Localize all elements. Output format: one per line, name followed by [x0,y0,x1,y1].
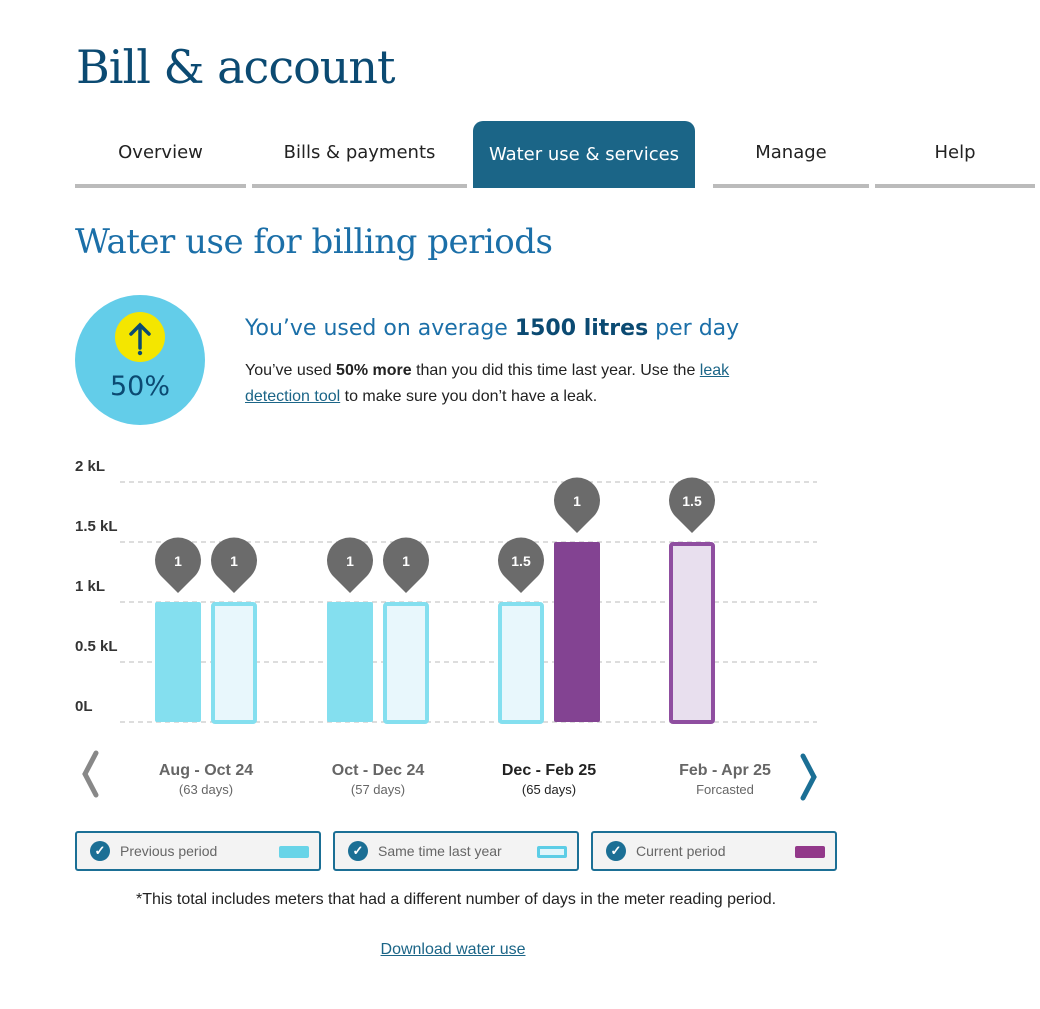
desc-bold: 50% more [336,362,412,379]
x-tick-label: Aug - Oct 24 [159,762,253,779]
bar-current-period [669,542,715,724]
check-icon: ✓ [90,841,110,861]
legend-swatch [279,846,309,858]
data-label: 1.5 [682,493,702,509]
legend-label: Current period [636,843,726,859]
legend-swatch [537,846,567,858]
check-icon: ✓ [606,841,626,861]
legend-same-time-last-year[interactable]: ✓ Same time last year [333,831,579,871]
tab-help[interactable]: Help [875,121,1035,188]
x-tick-label: Dec - Feb 25 [502,762,596,779]
legend-current-period[interactable]: ✓ Current period [591,831,837,871]
legend-label: Same time last year [378,843,502,859]
value-marker [669,477,715,533]
data-label: 1 [346,553,354,569]
x-tick-sublabel: (63 days) [179,782,233,797]
value-marker [211,537,258,593]
footnote: *This total includes meters that had a d… [135,891,777,908]
legend-label: Previous period [120,843,218,859]
tab-bills-payments[interactable]: Bills & payments [252,121,467,188]
y-tick-label: 1.5 kL [75,518,118,535]
bar-current-period [554,542,600,722]
leak-detection-link[interactable]: leak detection tool [245,362,730,405]
page-title: Bill & account [76,40,396,94]
tab-manage[interactable]: Manage [713,121,869,188]
data-label: 1 [402,553,410,569]
y-tick-label: 0.5 kL [75,638,118,655]
data-label: 1.5 [511,553,531,569]
value-marker [327,537,374,593]
chevron-left-icon[interactable] [82,750,99,798]
legend-swatch [795,846,825,858]
x-tick-sublabel: (57 days) [351,782,405,797]
data-label: 1 [230,553,238,569]
water-use-chart: 0L 0.5 kL 1 kL 1.5 kL 2 kL 1 1 Aug - Oct 24 (63 … [75,458,817,801]
download-water-use-link[interactable]: Download water use [380,941,526,958]
desc-text: than you did this time last year. Use th… [411,362,700,379]
arrow-up-icon [115,312,165,362]
x-tick-sublabel: (65 days) [522,782,576,797]
average-usage: You’ve used on average 1500 litres per d… [245,316,739,341]
data-label: 1 [174,553,182,569]
tab-water-use[interactable]: Water use & services [473,121,695,188]
value-marker [155,537,201,593]
data-label: 1 [573,493,581,509]
bar-same-time-last-year [498,602,544,724]
tab-overview[interactable]: Overview [75,121,246,188]
value-marker [554,477,600,533]
legend-previous-period[interactable]: ✓ Previous period [75,831,321,871]
avg-value: 1500 litres [514,316,649,341]
bar-same-time-last-year [383,602,429,724]
chevron-right-icon[interactable] [800,753,817,801]
usage-description: You’ve used 50% more than you did this t… [245,358,765,410]
section-title: Water use for billing periods [75,222,553,262]
change-percent: 50% [109,371,170,402]
usage-change-badge: 50% [75,295,205,425]
value-marker [383,537,429,593]
avg-prefix: You’ve used on average [245,316,515,341]
x-tick-label: Feb - Apr 25 [679,762,771,779]
tab-bar: Overview Bills & payments Water use & se… [75,121,1035,188]
desc-text: to make sure you don’t have a leak. [340,388,598,405]
bar-previous-period [327,602,373,722]
bar-same-time-last-year [211,602,257,724]
desc-text: You’ve used [245,362,337,379]
value-marker [498,537,544,593]
bar-previous-period [155,602,201,722]
y-tick-label: 2 kL [75,458,105,475]
y-tick-label: 1 kL [75,578,105,595]
avg-suffix: per day [648,316,740,341]
y-tick-label: 0L [75,698,93,715]
x-tick-label: Oct - Dec 24 [332,762,425,779]
check-icon: ✓ [348,841,368,861]
x-tick-sublabel: Forcasted [696,782,754,797]
